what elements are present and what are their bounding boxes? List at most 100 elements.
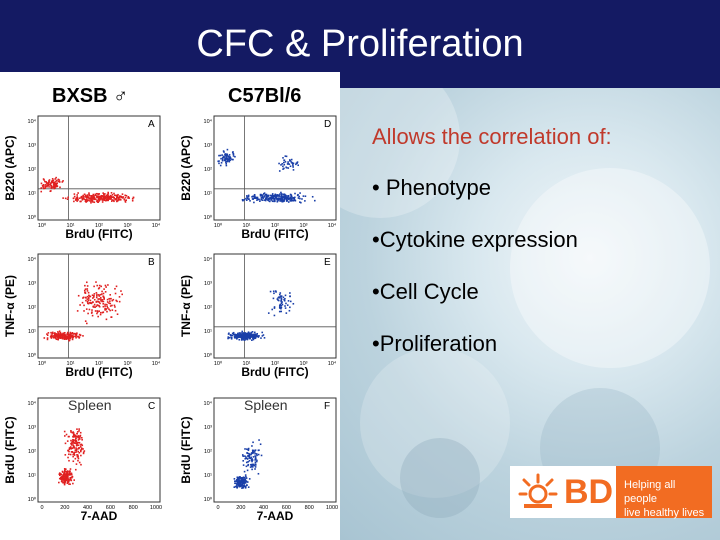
cell-event-dot: [52, 336, 55, 339]
cell-event-dot: [241, 478, 243, 481]
cell-event-dot: [252, 334, 255, 337]
cell-event-dot: [77, 192, 79, 194]
cell-event-dot: [279, 200, 282, 202]
cell-event-dot: [73, 195, 76, 198]
cell-event-dot: [236, 476, 239, 479]
cell-event-dot: [242, 486, 245, 488]
cell-event-dot: [265, 198, 267, 201]
y-axis-label: B220 (APC): [3, 135, 17, 200]
cell-event-dot: [109, 309, 111, 312]
cell-event-dot: [85, 199, 87, 201]
cell-event-dot: [58, 477, 61, 480]
cell-event-dot: [114, 287, 116, 290]
cell-event-dot: [81, 436, 83, 439]
cell-event-dot: [218, 160, 220, 162]
cell-event-dot: [282, 196, 284, 198]
cell-event-dot: [101, 290, 103, 293]
cell-event-dot: [225, 163, 228, 165]
cell-event-dot: [98, 295, 101, 297]
cell-event-dot: [257, 453, 260, 456]
cell-event-dot: [286, 199, 288, 202]
cell-event-dot: [90, 201, 92, 204]
cell-event-dot: [255, 335, 258, 337]
cell-event-dot: [86, 300, 89, 303]
cell-event-dot: [253, 195, 255, 198]
cell-event-dot: [46, 338, 49, 341]
y-tick-label: 10⁰: [28, 352, 37, 359]
cell-event-dot: [82, 335, 84, 337]
cell-event-dot: [73, 335, 75, 338]
cell-event-dot: [55, 183, 58, 186]
cell-event-dot: [127, 197, 129, 199]
cell-event-dot: [116, 195, 118, 198]
cell-event-dot: [49, 183, 52, 185]
cell-event-dot: [75, 447, 77, 449]
cell-event-dot: [41, 184, 44, 187]
cell-event-dot: [278, 296, 280, 298]
cell-event-dot: [244, 334, 247, 337]
cell-event-dot: [251, 331, 254, 333]
cell-event-dot: [251, 459, 254, 461]
cell-event-dot: [72, 432, 75, 434]
cell-event-dot: [263, 199, 266, 201]
cell-event-dot: [77, 335, 79, 338]
cell-event-dot: [131, 197, 134, 200]
cell-event-dot: [292, 166, 294, 168]
cell-event-dot: [80, 449, 82, 452]
cell-event-dot: [42, 184, 45, 186]
cell-event-dot: [62, 332, 65, 335]
cell-event-dot: [82, 451, 85, 454]
cell-event-dot: [53, 185, 55, 188]
cell-event-dot: [238, 479, 240, 482]
cell-event-dot: [300, 201, 302, 204]
cell-event-dot: [68, 447, 71, 449]
cell-event-dot: [231, 334, 234, 337]
cell-event-dot: [69, 472, 71, 475]
cell-event-dot: [113, 197, 115, 199]
x-tick-label: 600: [282, 505, 291, 511]
y-tick-label: 10⁴: [28, 118, 37, 125]
cell-event-dot: [229, 159, 231, 161]
y-tick-label: 10⁰: [204, 496, 213, 503]
cell-event-dot: [260, 454, 263, 457]
cell-event-dot: [105, 308, 108, 310]
cell-event-dot: [248, 478, 251, 480]
cell-event-dot: [68, 453, 70, 456]
cell-event-dot: [104, 307, 106, 310]
cell-event-dot: [237, 333, 240, 336]
cell-event-dot: [86, 198, 88, 201]
cell-event-dot: [67, 196, 69, 199]
cell-event-dot: [76, 200, 78, 202]
cell-event-dot: [285, 166, 288, 169]
bullet-cell-cycle: •Cell Cycle: [372, 279, 479, 304]
cell-event-dot: [85, 308, 88, 310]
flow-plots-svg: BXSB ♂ C57Bl/6 A BrdU (FITC) B220 (APC) 10⁴ 10…: [3, 85, 338, 523]
cell-event-dot: [237, 480, 239, 483]
cell-event-dot: [247, 336, 250, 338]
cell-event-dot: [246, 481, 249, 483]
cell-event-dot: [58, 179, 61, 181]
cell-event-dot: [48, 180, 50, 182]
cell-event-dot: [93, 294, 95, 297]
cell-event-dot: [73, 479, 76, 481]
x-tick-label: 10⁴: [328, 222, 337, 229]
cell-event-dot: [68, 479, 70, 482]
cell-event-dot: [70, 479, 72, 481]
cell-event-dot: [259, 443, 262, 446]
cell-event-dot: [281, 196, 284, 199]
cell-event-dot: [251, 460, 253, 463]
cell-event-dot: [271, 308, 274, 311]
cell-event-dot: [241, 332, 243, 334]
cell-event-dot: [235, 336, 237, 339]
cell-event-dot: [290, 158, 293, 161]
cell-event-dot: [56, 335, 59, 337]
cell-event-dot: [98, 294, 100, 296]
cell-event-dot: [243, 484, 246, 487]
cell-event-dot: [227, 336, 230, 338]
cell-event-dot: [60, 334, 62, 336]
cell-event-dot: [70, 476, 73, 479]
cell-event-dot: [65, 474, 68, 477]
cell-event-dot: [219, 164, 222, 167]
cell-event-dot: [67, 478, 69, 480]
cell-event-dot: [110, 198, 112, 200]
